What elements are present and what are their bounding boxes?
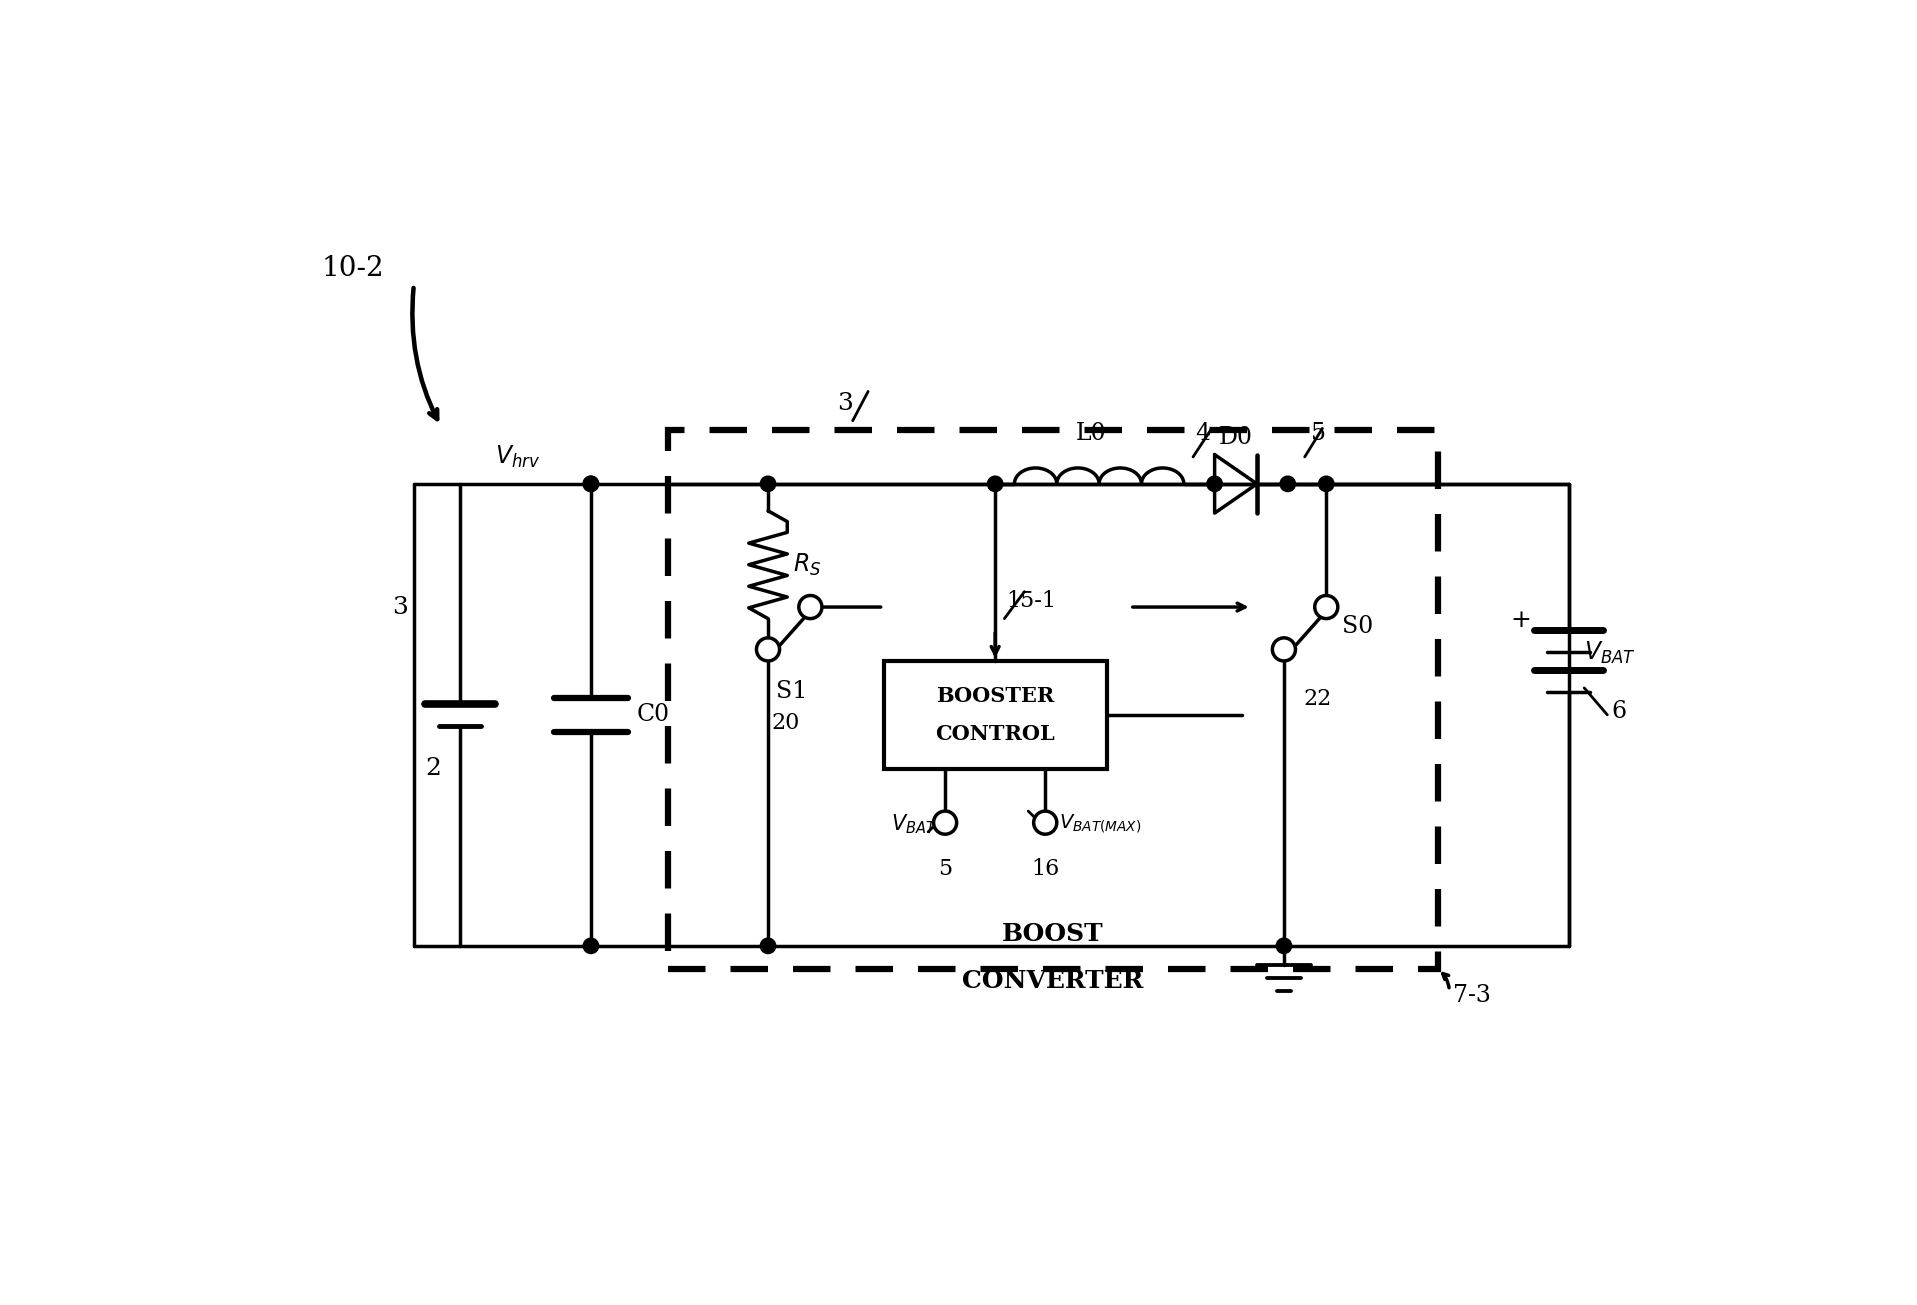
Text: $V_{hrv}$: $V_{hrv}$ bbox=[495, 444, 541, 470]
Circle shape bbox=[761, 476, 776, 492]
Text: 2: 2 bbox=[426, 757, 441, 780]
Text: $V_{BAT}$: $V_{BAT}$ bbox=[1583, 641, 1637, 667]
Text: S1: S1 bbox=[776, 680, 807, 703]
Text: 4: 4 bbox=[1196, 423, 1210, 445]
Text: CONTROL: CONTROL bbox=[935, 724, 1054, 744]
Text: 20: 20 bbox=[773, 711, 799, 733]
Circle shape bbox=[1033, 812, 1056, 834]
Circle shape bbox=[583, 476, 598, 492]
Circle shape bbox=[934, 812, 957, 834]
Text: 5: 5 bbox=[1311, 423, 1327, 445]
Text: 22: 22 bbox=[1304, 689, 1332, 710]
Circle shape bbox=[1208, 476, 1223, 492]
Circle shape bbox=[1277, 938, 1292, 954]
Circle shape bbox=[1315, 595, 1338, 619]
Text: $R_S$: $R_S$ bbox=[792, 552, 820, 578]
Circle shape bbox=[761, 938, 776, 954]
Circle shape bbox=[987, 476, 1003, 492]
Text: 15-1: 15-1 bbox=[1006, 590, 1056, 612]
Text: D0: D0 bbox=[1219, 427, 1252, 449]
Text: S0: S0 bbox=[1342, 615, 1373, 638]
Circle shape bbox=[799, 595, 822, 619]
FancyBboxPatch shape bbox=[884, 660, 1106, 769]
Text: 6: 6 bbox=[1610, 699, 1626, 723]
Text: 10-2: 10-2 bbox=[322, 254, 383, 282]
Text: 16: 16 bbox=[1031, 857, 1060, 880]
Text: +: + bbox=[1511, 608, 1532, 632]
Text: 7-3: 7-3 bbox=[1453, 984, 1491, 1007]
Text: BOOSTER: BOOSTER bbox=[935, 685, 1054, 706]
Circle shape bbox=[1319, 476, 1334, 492]
Circle shape bbox=[1281, 476, 1296, 492]
Circle shape bbox=[1273, 638, 1296, 660]
Text: L0: L0 bbox=[1075, 423, 1106, 445]
Text: BOOST: BOOST bbox=[1003, 923, 1104, 946]
Text: 3: 3 bbox=[838, 392, 853, 415]
Circle shape bbox=[757, 638, 780, 660]
Circle shape bbox=[583, 476, 598, 492]
Text: CONVERTER: CONVERTER bbox=[962, 968, 1144, 993]
Circle shape bbox=[583, 938, 598, 954]
Text: $V_{BAT}$: $V_{BAT}$ bbox=[891, 813, 937, 837]
Text: 5: 5 bbox=[937, 857, 953, 880]
Text: 3: 3 bbox=[391, 595, 408, 619]
Text: $V_{BAT(MAX)}$: $V_{BAT(MAX)}$ bbox=[1058, 813, 1141, 835]
Text: C0: C0 bbox=[636, 703, 671, 727]
